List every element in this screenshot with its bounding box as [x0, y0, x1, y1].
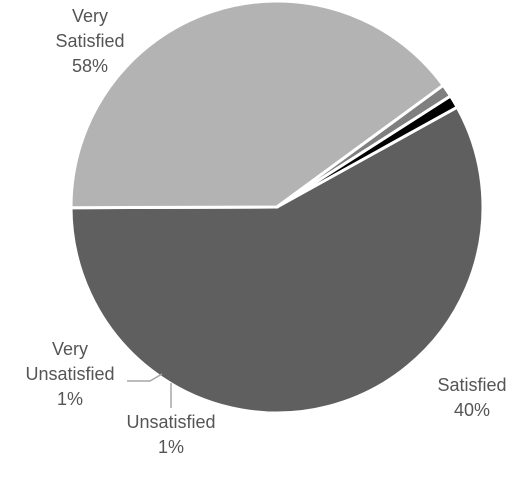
data-label-category: Unsatisfied [25, 364, 114, 384]
data-label-category: Satisfied [437, 375, 506, 395]
data-label-category: Very [52, 339, 88, 359]
data-label-percent: 58% [72, 56, 108, 76]
leader-lines [127, 373, 172, 408]
pie-slice-satisfied [69, 0, 445, 210]
data-label-very-satisfied: Very Satisfied 58% [55, 6, 124, 76]
data-label-percent: 1% [57, 389, 83, 409]
pie-slices [69, 0, 485, 415]
data-label-satisfied: Satisfied 40% [437, 375, 506, 420]
data-label-very-unsatisfied: Very Unsatisfied 1% [25, 339, 114, 409]
pie-slice-very-unsatisfied [275, 94, 459, 209]
pie-slice-very-satisfied [69, 105, 485, 415]
data-label-category: Very [72, 6, 108, 26]
data-label-percent: 40% [454, 400, 490, 420]
data-label-category: Unsatisfied [126, 412, 215, 432]
data-label-category: Satisfied [55, 31, 124, 51]
slice-labels: Very Satisfied 58% Satisfied 40% Unsatisfied 1… [25, 6, 506, 457]
data-label-unsatisfied: Unsatisfied 1% [126, 412, 215, 457]
data-label-percent: 1% [158, 437, 184, 457]
leader-line-very-unsatisfied [127, 373, 163, 382]
